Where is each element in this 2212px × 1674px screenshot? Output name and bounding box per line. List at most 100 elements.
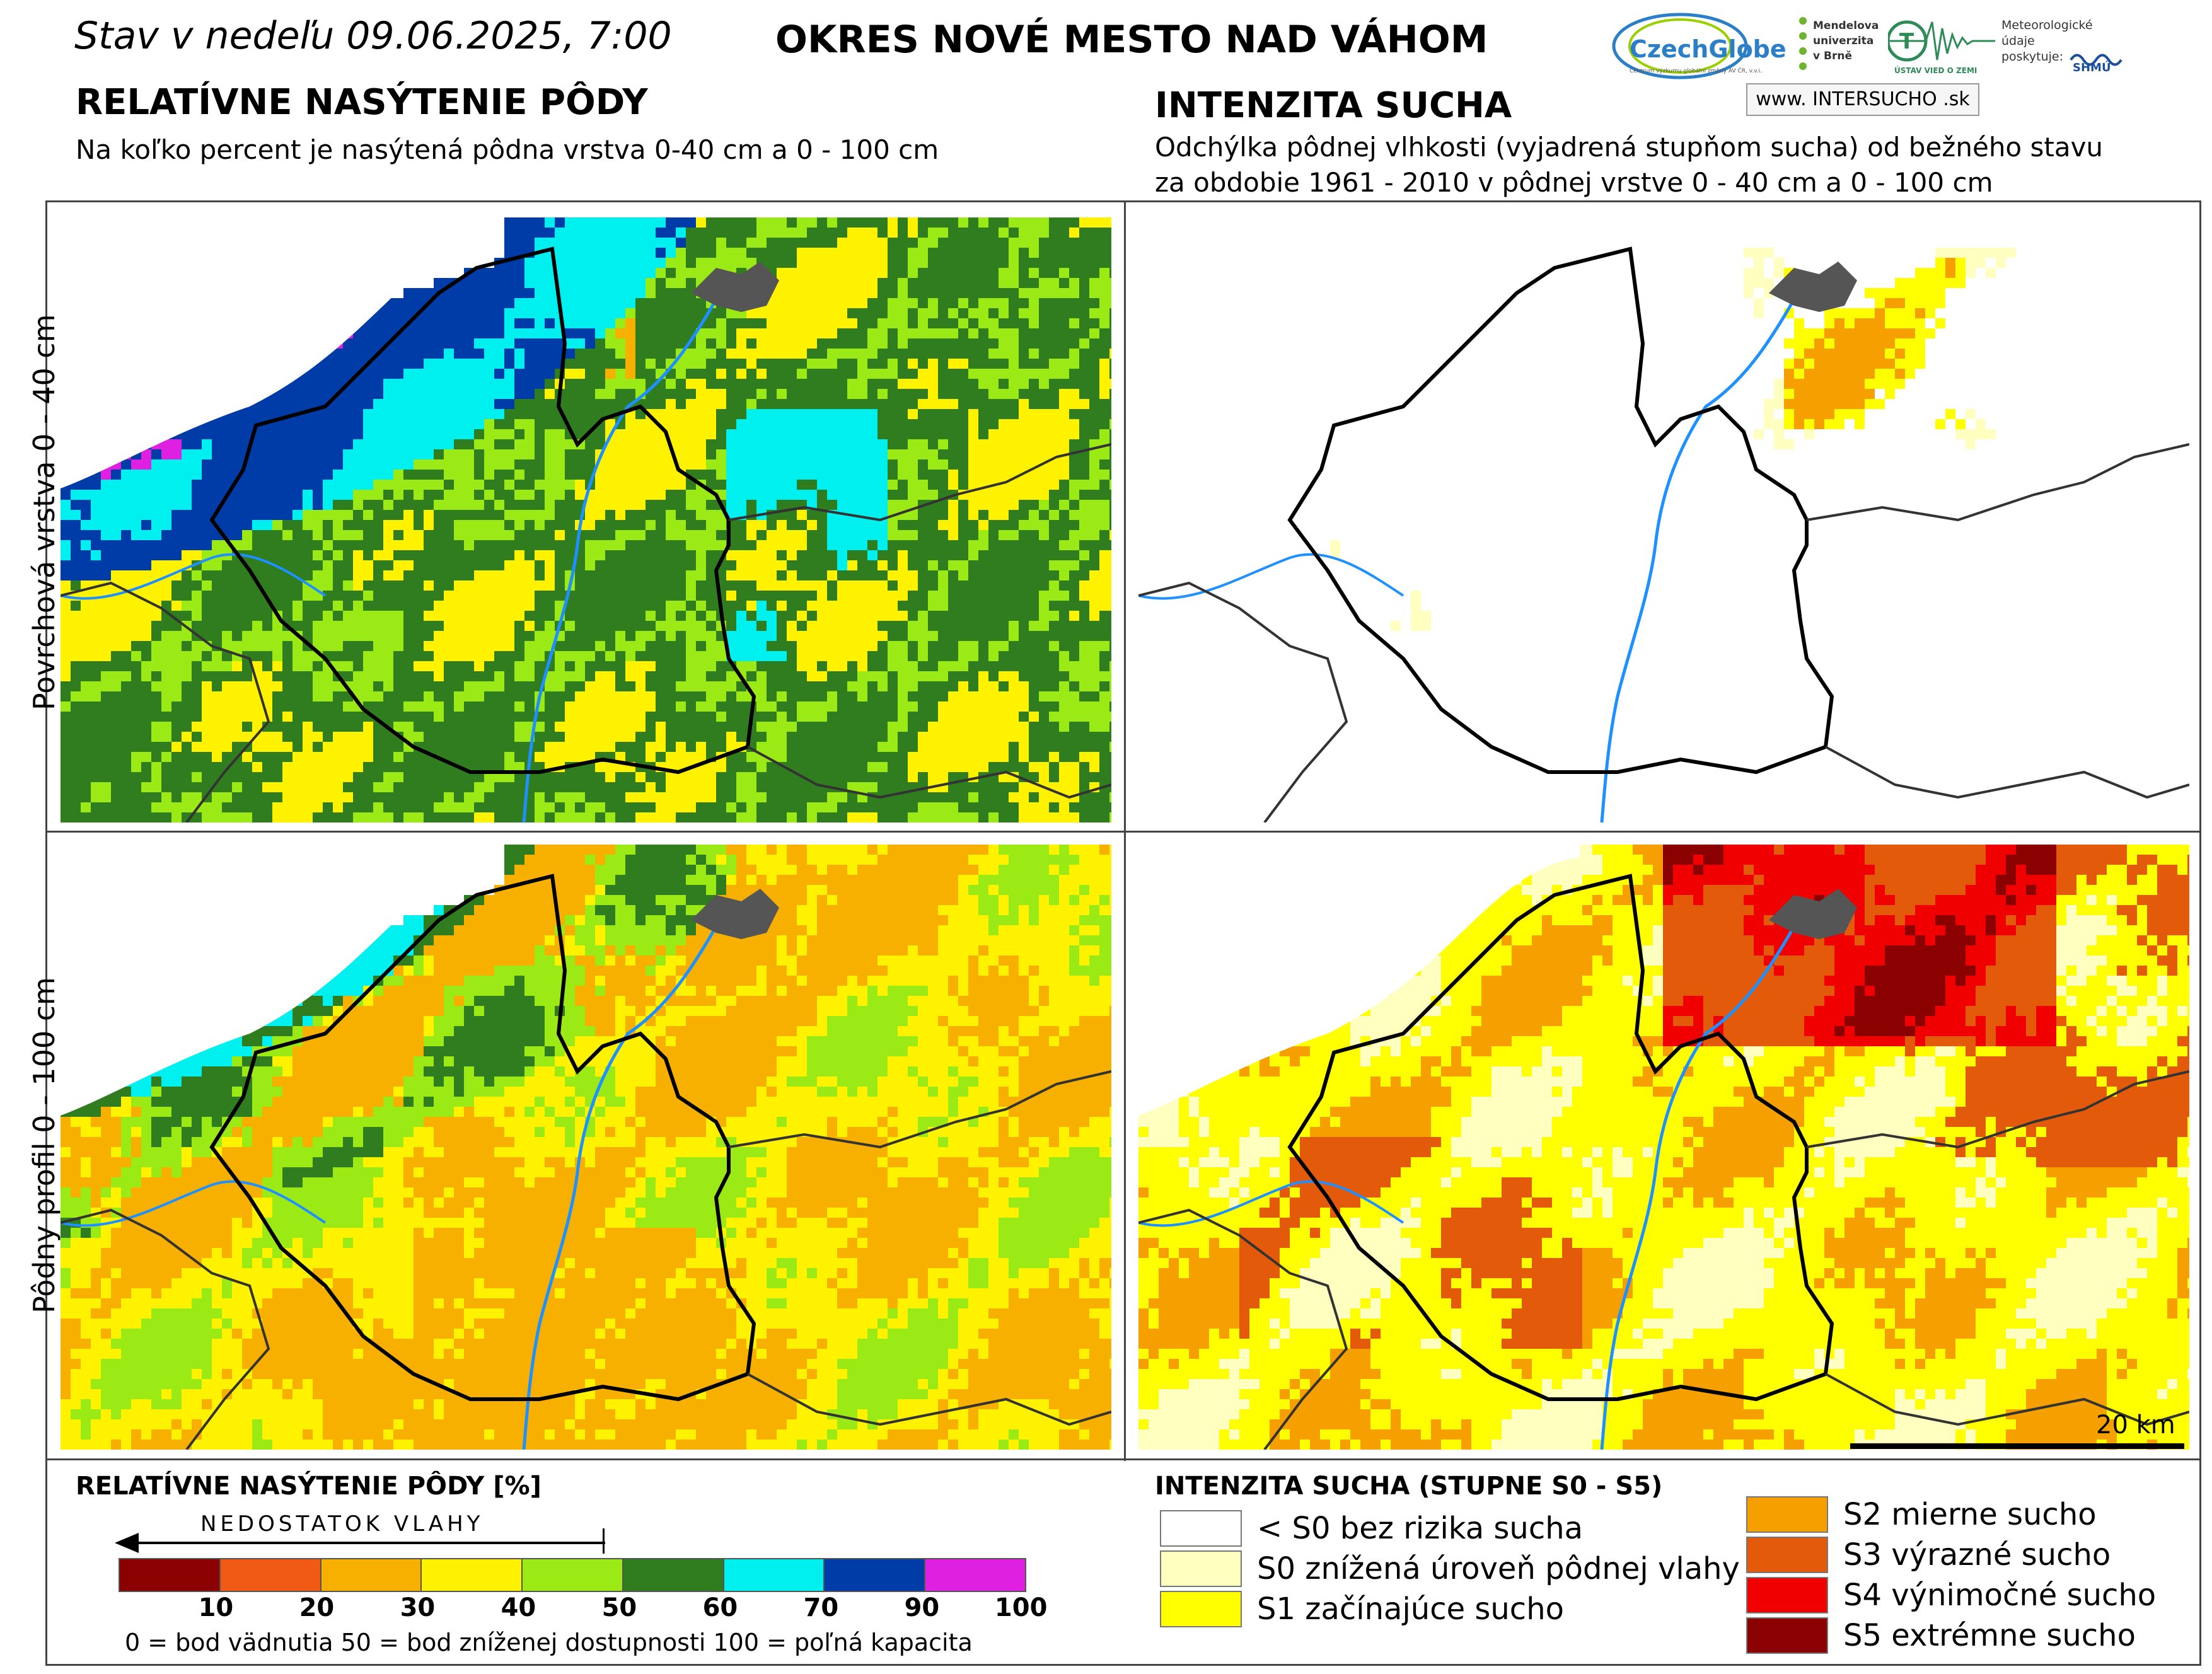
- river-tributary: [61, 1180, 327, 1227]
- czechglobe-icon: [1612, 13, 1748, 79]
- legend-label: S1 začínajúce sucho: [1257, 1591, 1564, 1627]
- outside-area: [1138, 217, 1580, 488]
- mendel-dots-icon: [1799, 17, 1807, 70]
- drought-legend-item: S4 výnimočné sucho: [1746, 1577, 2156, 1613]
- legend-left-footnote: 0 = bod vädnutia 50 = bod zníženej dostu…: [125, 1629, 973, 1656]
- legend-arrow-label: NEDOSTATOK VLAHY: [200, 1511, 484, 1537]
- maps-frame: [45, 200, 2201, 1666]
- left-title: RELATÍVNE NASÝTENIE PÔDY: [76, 82, 648, 123]
- map-svg: [1138, 217, 2189, 823]
- map-saturation-profile[interactable]: [61, 845, 1111, 1450]
- neighbour-boundary: [1138, 1070, 2189, 1450]
- town-area: [691, 262, 779, 312]
- shmu-text: SHMÚ: [2073, 61, 2111, 72]
- district-boundary: [209, 874, 756, 1402]
- frame-divider-legend: [45, 1458, 2201, 1460]
- river-vah: [1600, 925, 1796, 1450]
- legend-arrow-tick: [603, 1528, 605, 1554]
- district-boundary: [1287, 874, 1834, 1402]
- colorbar-segment: [420, 1559, 522, 1591]
- drought-legend-item: S1 začínajúce sucho: [1160, 1591, 1564, 1627]
- colorbar-tick: 10: [199, 1593, 234, 1622]
- district-boundary: [209, 246, 756, 775]
- legend-label: S4 výnimočné sucho: [1843, 1578, 2156, 1613]
- row-label-top: Povrchová vrstva 0 - 40 cm: [27, 314, 61, 710]
- map-svg: [61, 845, 1111, 1450]
- colorbar-segment: [521, 1559, 622, 1591]
- river-vah: [1600, 298, 1796, 823]
- legend-swatch: [1746, 1537, 1828, 1573]
- meteo-text: Meteorologické údaje poskytuje:: [2001, 18, 2093, 65]
- river-tributary: [1138, 1180, 1404, 1227]
- czechglobe-sub: Centrum výzkumu globální změny AV ČR, v.…: [1630, 68, 1762, 74]
- colorbar-tick: 30: [400, 1593, 436, 1622]
- colorbar-tick: 50: [602, 1593, 637, 1622]
- legend-label: < S0 bez rizika sucha: [1257, 1511, 1583, 1546]
- town-area: [1769, 889, 1857, 939]
- colorbar-segment: [823, 1559, 925, 1591]
- legend-swatch: [1746, 1617, 1828, 1654]
- district-title: OKRES NOVÉ MESTO NAD VÁHOM: [775, 18, 1488, 62]
- right-subtitle-2: za obdobie 1961 - 2010 v pôdnej vrstve 0…: [1155, 165, 1993, 200]
- neighbour-boundary: [61, 1070, 1111, 1450]
- arrow-left-icon: [115, 1533, 139, 1553]
- scalebar: [1850, 1443, 2184, 1449]
- legend-label: S3 výrazné sucho: [1843, 1537, 2111, 1573]
- river-tributary: [1138, 553, 1404, 600]
- legend-right-title: INTENZITA SUCHA (STUPNE S0 - S5): [1155, 1472, 1662, 1501]
- neighbour-boundary: [1138, 443, 2189, 823]
- colorbar-segment: [120, 1559, 219, 1591]
- frame-divider-middle: [45, 831, 2201, 833]
- outside-area: [61, 217, 502, 488]
- legend-swatch: [1160, 1550, 1242, 1587]
- legend-label: S2 mierne sucho: [1843, 1497, 2097, 1532]
- legend-swatch: [1160, 1591, 1242, 1627]
- colorbar-segment: [924, 1559, 1026, 1591]
- legend-left-title: RELATÍVNE NASÝTENIE PÔDY [%]: [76, 1472, 541, 1501]
- colorbar-segment: [622, 1559, 723, 1591]
- svg-text:T: T: [1899, 29, 1914, 54]
- legend-label: S5 extrémne sucho: [1843, 1618, 2136, 1653]
- map-svg: [61, 217, 1111, 823]
- colorbar-segment: [722, 1559, 824, 1591]
- colorbar-tick: 20: [299, 1593, 335, 1622]
- legend-swatch: [1746, 1577, 1828, 1613]
- map-svg: [1138, 845, 2189, 1450]
- map-drought-topsoil[interactable]: [1138, 217, 2189, 823]
- right-title: INTENZITA SUCHA: [1155, 85, 1512, 126]
- drought-legend-item: S2 mierne sucho: [1746, 1496, 2097, 1533]
- ustav-text: ÚSTAV VIED O ZEMI: [1894, 66, 1977, 75]
- colorbar-segment: [320, 1559, 421, 1591]
- shmu-logo: SHMÚ: [2068, 47, 2128, 74]
- neighbour-boundary: [61, 443, 1111, 823]
- legend-label: S0 znížená úroveň pôdnej vlahy: [1257, 1551, 1740, 1586]
- mendel-text: Mendelova univerzita v Brně: [1813, 18, 1879, 64]
- date-line: Stav v nedeľu 09.06.2025, 7:00: [74, 14, 672, 58]
- colorbar-tick: 40: [501, 1593, 536, 1622]
- czechglobe-text: CzechGlobe: [1630, 35, 1786, 63]
- district-boundary: [1287, 246, 1834, 775]
- colorbar-tick: 90: [905, 1593, 940, 1622]
- colorbar-tick: 70: [804, 1593, 839, 1622]
- drought-legend-item: S3 výrazné sucho: [1746, 1537, 2111, 1573]
- shmu-icon: SHMÚ: [2070, 54, 2122, 74]
- colorbar-segment: [219, 1559, 320, 1591]
- map-saturation-topsoil[interactable]: [61, 217, 1111, 823]
- scalebar-label: 20 km: [2096, 1411, 2175, 1440]
- czechglobe-logo: CzechGlobe Centrum výzkumu globální změn…: [1611, 11, 1787, 81]
- outside-area: [1138, 845, 1580, 1116]
- colorbar-tick: 100: [995, 1593, 1048, 1622]
- intersucho-link[interactable]: www. INTERSUCHO .sk: [1746, 83, 1979, 116]
- map-drought-profile[interactable]: [1138, 845, 2189, 1450]
- legend-arrow-line: [120, 1542, 605, 1544]
- river-tributary: [61, 553, 327, 600]
- saturation-colorbar: [119, 1558, 1026, 1592]
- outside-area: [61, 845, 502, 1116]
- town-area: [1769, 262, 1857, 312]
- legend-swatch: [1160, 1510, 1242, 1547]
- river-vah: [522, 298, 718, 823]
- river-vah: [522, 925, 718, 1450]
- legend-swatch: [1746, 1496, 1828, 1533]
- ustav-logo: T ÚSTAV VIED O ZEMI: [1886, 16, 1995, 79]
- row-label-bottom: Pôdny profil 0 - 100 cm: [27, 950, 61, 1341]
